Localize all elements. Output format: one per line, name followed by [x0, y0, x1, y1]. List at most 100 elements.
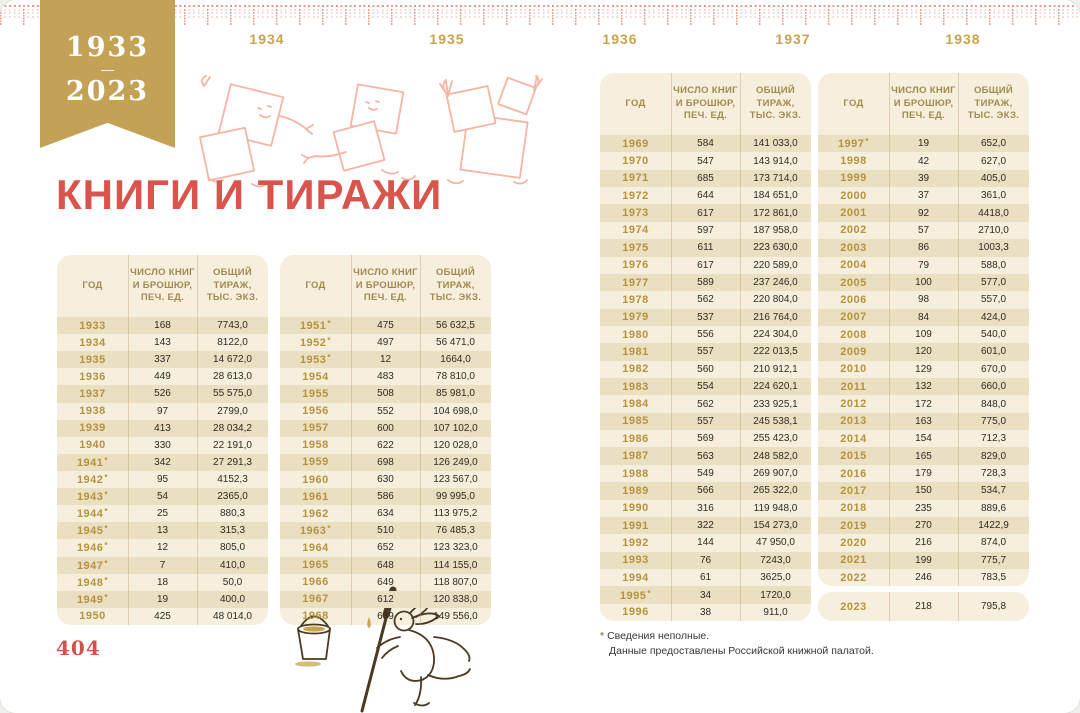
- count-cell: 597: [697, 224, 714, 236]
- year-label: 1958: [302, 439, 329, 452]
- year-label: 1983: [622, 380, 649, 393]
- year-cell: 2013: [818, 415, 889, 427]
- year-label: 1940: [79, 439, 106, 452]
- table-row: 1970 547 143 914,0: [600, 152, 811, 169]
- count-cell: 634: [377, 508, 394, 520]
- year-cell: 1998: [818, 155, 889, 167]
- year-label: 1974: [622, 224, 649, 237]
- table-row: 1986 569 255 423,0: [600, 430, 811, 447]
- year-cell: 1969: [600, 138, 671, 150]
- count-cell: 630: [377, 474, 394, 486]
- year-cell: 1948*: [57, 576, 128, 589]
- table-row: 2021 199 775,7: [818, 551, 1029, 569]
- table-row: 2018 235 889,6: [818, 500, 1029, 517]
- total-cell: 775,0: [980, 415, 1007, 427]
- total-cell: 588,0: [980, 259, 1007, 271]
- table-row: 2004 79 588,0: [818, 257, 1029, 274]
- year-cell: 1934: [57, 337, 128, 349]
- total-cell: 712,3: [980, 433, 1007, 445]
- incomplete-data-asterisk: *: [104, 455, 109, 465]
- total-cell: 848,0: [980, 398, 1007, 410]
- year-cell: 1944*: [57, 507, 128, 520]
- year-label: 2015: [840, 450, 867, 463]
- count-cell: 7: [159, 559, 166, 571]
- table-row: 1999 39 405,0: [818, 169, 1029, 188]
- incomplete-data-asterisk: *: [104, 524, 109, 534]
- total-cell: 143 914,0: [753, 155, 798, 167]
- count-cell: 562: [697, 294, 714, 306]
- table-row: 1944* 25 880,3: [57, 505, 268, 522]
- year-label: 1963: [299, 525, 327, 538]
- table-row: 2007 84 424,0: [818, 308, 1029, 326]
- total-cell: 728,3: [980, 468, 1007, 479]
- year-label: 1977: [622, 276, 649, 289]
- table-row: 2015 165 829,0: [818, 447, 1029, 465]
- count-cell: 547: [697, 155, 714, 167]
- year-cell: 1974: [600, 224, 671, 236]
- year-cell: 1961: [280, 491, 351, 503]
- table-row: 1984 562 233 925,1: [600, 395, 811, 412]
- year-cell: 1955: [280, 388, 351, 400]
- year-cell: 1984: [600, 398, 671, 410]
- total-cell: 120 838,0: [433, 593, 478, 605]
- table-row: 1994 61 3625,0: [600, 569, 811, 586]
- total-cell: 783,5: [980, 572, 1007, 584]
- incomplete-data-asterisk: *: [327, 524, 332, 534]
- table-row: 2017 150 534,7: [818, 482, 1029, 500]
- count-cell: 644: [697, 190, 714, 202]
- total-cell: 2799,0: [217, 405, 248, 417]
- count-cell: 560: [697, 363, 714, 375]
- year-label: 1961: [302, 490, 329, 503]
- year-label: 1951: [299, 320, 327, 333]
- table-row: 2003 86 1003,3: [818, 239, 1029, 257]
- year-label: 1992: [622, 536, 649, 549]
- table-body: 1969 584 141 033,0 1970 547 143 914,0 1971 685 1…: [600, 135, 811, 621]
- table-row: 1969 584 141 033,0: [600, 135, 811, 153]
- table-row: 1983 554 224 620,1: [600, 378, 811, 396]
- table-row: 1972 644 184 651,0: [600, 187, 811, 204]
- total-cell: 184 651,0: [753, 190, 798, 202]
- year-cell: 1954: [280, 371, 351, 383]
- total-cell: 911,0: [763, 606, 788, 618]
- year-cell: 1949*: [57, 593, 128, 606]
- year-label: 1966: [302, 576, 329, 589]
- timeline-ruler: 1934 1935 1936 1937 1938: [0, 0, 1080, 52]
- year-label: 1953: [299, 354, 327, 367]
- count-cell: 510: [377, 525, 394, 537]
- total-cell: 889,6: [980, 502, 1007, 514]
- table-row: 2010 129 670,0: [818, 361, 1029, 378]
- year-cell: 1988: [600, 468, 671, 480]
- total-cell: 540,0: [980, 329, 1007, 341]
- year-cell: 1936: [57, 371, 128, 383]
- year-label: 2004: [840, 259, 867, 272]
- year-label: 2003: [840, 241, 867, 254]
- total-cell: 99 995,0: [436, 491, 475, 503]
- table-row: 1993 76 7243,0: [600, 551, 811, 569]
- count-cell: 12: [156, 542, 169, 554]
- footnote-asterisk: *: [600, 630, 605, 642]
- table-row: 1937 526 55 575,0: [57, 385, 268, 403]
- table-row: 1982 560 210 912,1: [600, 361, 811, 378]
- year-label: 1995: [619, 589, 647, 602]
- column-header-count: ЧИСЛО КНИГ И БРОШЮР, ПЕЧ. ЕД.: [673, 85, 738, 122]
- count-cell: 611: [697, 242, 714, 254]
- table-row: 2009 120 601,0: [818, 343, 1029, 361]
- year-cell: 2003: [818, 242, 889, 254]
- count-cell: 218: [915, 601, 932, 612]
- total-cell: 7743,0: [217, 320, 248, 332]
- total-cell: 424,0: [980, 311, 1007, 323]
- year-label: 2002: [840, 224, 867, 237]
- year-label: 1971: [622, 172, 649, 185]
- year-cell: 2023: [818, 601, 889, 613]
- count-cell: 57: [917, 224, 930, 236]
- year-cell: 2011: [818, 381, 889, 393]
- table-row: 1965 648 114 155,0: [280, 556, 491, 574]
- year-label: 1949: [76, 593, 104, 606]
- year-cell: 1939: [57, 422, 128, 434]
- year-label: 1943: [76, 491, 104, 504]
- year-cell: 1937: [57, 388, 128, 400]
- count-cell: 475: [377, 320, 394, 332]
- table-row: 1949* 19 400,0: [57, 590, 268, 608]
- total-cell: 880,3: [219, 508, 246, 520]
- year-label: 2006: [840, 293, 867, 306]
